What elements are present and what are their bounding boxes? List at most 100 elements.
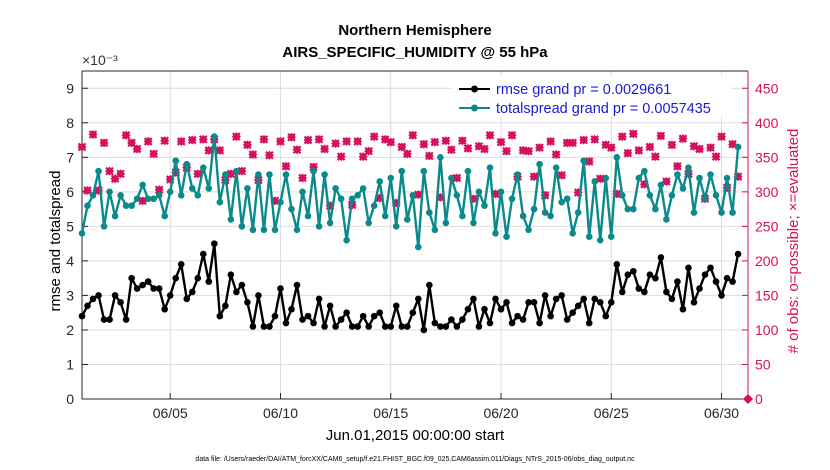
- rmse-point: [685, 264, 692, 272]
- rmse-point: [442, 323, 450, 330]
- legend-box: [452, 76, 731, 116]
- obs-evaluated-point: [331, 139, 340, 148]
- rmse-point: [326, 302, 334, 310]
- obs-evaluated-point: [496, 137, 506, 147]
- rmse-point: [403, 323, 411, 330]
- y2-zero-marker: [743, 394, 753, 404]
- rmse-point: [635, 285, 643, 292]
- rmse-point: [315, 295, 323, 303]
- rmse-point: [707, 264, 714, 272]
- rmse-point: [585, 319, 593, 327]
- totalspread-point: [111, 212, 119, 220]
- totalspread-point: [177, 191, 185, 199]
- y2-tick-label: 100: [755, 322, 779, 338]
- chart-title: Northern Hemisphere: [338, 22, 491, 39]
- obs-evaluated-point: [281, 162, 291, 171]
- totalspread-point: [216, 198, 224, 206]
- totalspread-point: [442, 219, 450, 227]
- obs-evaluated-point: [414, 190, 423, 199]
- obs-evaluated-point: [706, 143, 715, 152]
- obs-evaluated-point: [711, 152, 721, 161]
- obs-evaluated-point: [524, 146, 533, 156]
- totalspread-point: [238, 223, 246, 230]
- totalspread-point: [199, 164, 207, 171]
- rmse-point: [365, 323, 372, 330]
- totalspread-point: [271, 226, 279, 234]
- rmse-point: [641, 288, 648, 296]
- obs-evaluated-point: [452, 173, 462, 183]
- rmse-point: [84, 302, 91, 310]
- rmse-point: [381, 323, 389, 330]
- obs-evaluated-point: [441, 136, 451, 146]
- y2-tick-label: 150: [755, 287, 779, 303]
- totalspread-point: [409, 191, 417, 199]
- rmse-point: [354, 323, 361, 330]
- totalspread-point: [255, 171, 262, 178]
- obs-evaluated-point: [199, 135, 208, 144]
- rmse-point: [282, 319, 290, 327]
- rmse-point: [663, 288, 670, 296]
- obs-evaluated-point: [243, 140, 252, 150]
- totalspread-point: [475, 188, 483, 196]
- obs-evaluated-point: [204, 146, 214, 155]
- obs-evaluated-point: [276, 137, 285, 146]
- totalspread-point: [624, 205, 632, 213]
- totalspread-point: [668, 191, 676, 199]
- totalspread-point: [635, 174, 643, 182]
- obs-evaluated-point: [143, 137, 153, 146]
- y-tick-label: 9: [66, 80, 74, 96]
- totalspread-point: [497, 188, 505, 196]
- obs-evaluated-point: [618, 132, 627, 141]
- totalspread-point: [227, 216, 235, 223]
- legend-spread-label: totalspread grand pr = 0.0057435: [496, 101, 711, 117]
- rmse-point: [89, 295, 97, 303]
- totalspread-point: [139, 181, 146, 189]
- totalspread-point: [574, 209, 582, 216]
- totalspread-point: [508, 195, 516, 203]
- obs-evaluated-point: [121, 130, 131, 140]
- obs-evaluated-point: [187, 135, 197, 145]
- totalspread-point: [89, 191, 97, 199]
- totalspread-point: [370, 202, 378, 209]
- totalspread-point: [249, 226, 257, 234]
- legend-rmse-label: rmse grand pr = 0.0029661: [496, 82, 671, 98]
- obs-evaluated-point: [116, 169, 125, 179]
- obs-evaluated-point: [458, 136, 467, 146]
- rmse-point: [78, 312, 86, 320]
- rmse-point: [426, 281, 433, 289]
- totalspread-point: [618, 191, 626, 199]
- rmse-point: [630, 267, 637, 275]
- rmse-point: [288, 305, 295, 313]
- obs-evaluated-point: [99, 138, 109, 148]
- totalspread-point: [696, 174, 703, 182]
- rmse-point: [558, 292, 565, 299]
- obs-evaluated-point: [83, 186, 92, 195]
- totalspread-point: [78, 229, 86, 237]
- totalspread-point: [299, 188, 306, 196]
- rmse-point: [503, 299, 510, 306]
- obs-evaluated-point: [502, 146, 511, 156]
- totalspread-point: [420, 167, 428, 175]
- rmse-point: [161, 305, 168, 313]
- totalspread-point: [398, 167, 406, 175]
- rmse-point: [596, 299, 604, 306]
- totalspread-point: [492, 229, 499, 237]
- rmse-point: [574, 302, 582, 310]
- rmse-point: [409, 309, 417, 316]
- totalspread-point: [282, 171, 290, 178]
- rmse-point: [260, 323, 268, 330]
- totalspread-point: [641, 167, 648, 175]
- totalspread-point: [486, 164, 494, 171]
- totalspread-point: [337, 195, 345, 203]
- y2-tick-label: 50: [755, 356, 771, 372]
- totalspread-point: [602, 174, 610, 182]
- rmse-point: [734, 250, 742, 258]
- totalspread-point: [205, 185, 213, 192]
- obs-evaluated-point: [265, 150, 274, 160]
- rmse-point: [194, 274, 202, 282]
- totalspread-point: [260, 226, 268, 234]
- rmse-point: [415, 295, 422, 303]
- rmse-point: [293, 281, 301, 289]
